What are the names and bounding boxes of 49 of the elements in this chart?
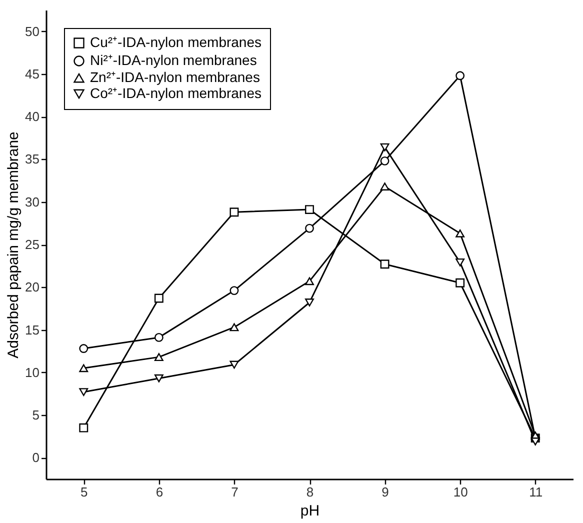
- point: [530, 438, 540, 446]
- point: [230, 286, 239, 296]
- legend-label: Cu²⁺-IDA-nylon membranes: [90, 34, 262, 50]
- legend-label: Ni²⁺-IDA-nylon membranes: [90, 52, 257, 68]
- point: [305, 224, 314, 233]
- point: [456, 278, 465, 288]
- point: [79, 423, 88, 432]
- y-tick-label: 40: [25, 109, 40, 124]
- point: [380, 156, 390, 166]
- point: [154, 353, 164, 362]
- y-tick-label: 35: [25, 152, 40, 167]
- x-tick-label: 7: [231, 484, 238, 500]
- point: [154, 374, 164, 382]
- x-tick-label: 5: [80, 484, 88, 500]
- point: [154, 294, 164, 303]
- point: [456, 229, 465, 238]
- point: [230, 208, 239, 217]
- point: [456, 71, 465, 80]
- y-tick-label: 50: [25, 24, 40, 39]
- y-tick-label: 45: [25, 66, 40, 82]
- x-tick-label: 10: [453, 484, 468, 500]
- y-tick-label: 10: [25, 364, 40, 380]
- x-tick-label: 8: [306, 484, 314, 500]
- x-axis-title: pH: [300, 502, 320, 520]
- point: [230, 323, 239, 332]
- point: [154, 332, 164, 342]
- legend-label: Zn²⁺-IDA-nylon membranes: [90, 69, 260, 85]
- y-tick-label: 25: [25, 237, 40, 252]
- point: [380, 143, 390, 152]
- y-tick-label: 30: [25, 194, 40, 210]
- point: [305, 277, 314, 286]
- y-tick-label: 0: [32, 450, 40, 466]
- point: [79, 344, 88, 353]
- legend-label: Co²⁺-IDA-nylon membranes: [90, 85, 262, 101]
- x-tick-label: 6: [156, 484, 164, 500]
- y-axis-title: Adsorbed papain mg/g membrane: [5, 132, 22, 358]
- point: [230, 360, 239, 369]
- point: [380, 182, 390, 190]
- y-tick-label: 5: [32, 408, 40, 423]
- point: [79, 364, 88, 372]
- point: [79, 388, 88, 396]
- point: [380, 260, 390, 269]
- y-tick-label: 20: [25, 280, 40, 295]
- point: [305, 298, 314, 306]
- x-tick-label: 11: [529, 484, 543, 500]
- point: [456, 258, 465, 266]
- y-tick-label: 15: [25, 322, 40, 338]
- point: [305, 205, 314, 214]
- x-tick-label: 9: [382, 484, 389, 500]
